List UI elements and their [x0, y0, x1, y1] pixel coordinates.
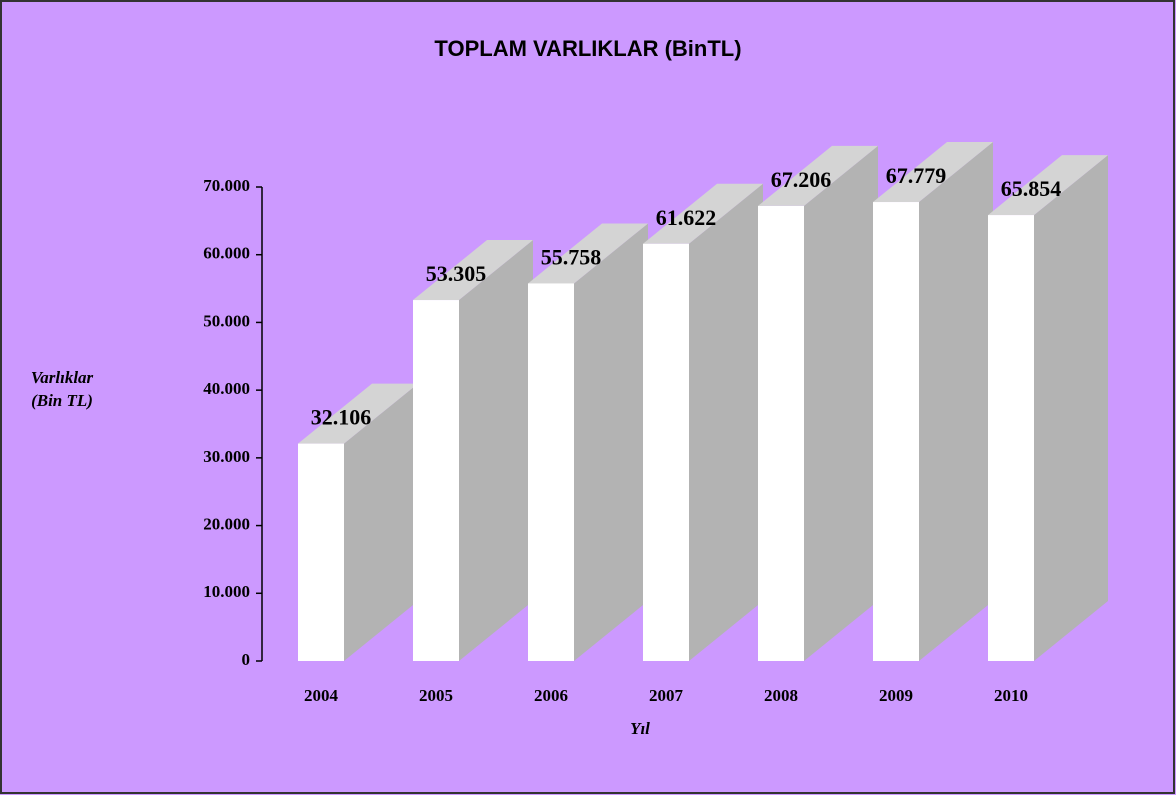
- bar-side: [459, 240, 533, 661]
- x-tick-label: 2009: [879, 686, 913, 705]
- bar-top: [528, 223, 648, 284]
- bar-side: [919, 142, 993, 662]
- bar-top: [643, 183, 763, 244]
- bar-top: [413, 240, 533, 301]
- x-tick-label: 2006: [534, 686, 568, 705]
- y-tick-label: 10.000: [203, 582, 250, 601]
- bar-top: [758, 145, 878, 206]
- chart-title: TOPLAM VARLIKLAR (BinTL): [434, 36, 741, 61]
- bar: [873, 202, 919, 661]
- x-axis-title: Yıl: [630, 719, 650, 738]
- x-tick-label: 2008: [764, 686, 798, 705]
- value-label: 65.854: [1001, 176, 1062, 201]
- x-tick-label: 2007: [649, 686, 684, 705]
- y-axis-title: Varlıklar (Bin TL): [30, 368, 94, 410]
- bar-side: [574, 223, 648, 661]
- value-label: 32.106: [311, 405, 372, 430]
- bar: [528, 283, 574, 661]
- bar-top: [988, 155, 1108, 216]
- y-tick-label: 20.000: [203, 514, 250, 533]
- bar-top: [873, 142, 993, 203]
- y-tick-label: 50.000: [203, 311, 250, 330]
- value-label: 61.622: [656, 205, 717, 230]
- bar-side: [689, 183, 763, 662]
- y-tick-label: 70.000: [203, 176, 250, 195]
- bar-side: [1034, 155, 1108, 661]
- bar: [758, 205, 804, 661]
- x-tick-label: 2004: [304, 686, 339, 705]
- bar-top: [298, 383, 418, 444]
- x-tick-label: 2005: [419, 686, 453, 705]
- y-tick-label: 30.000: [203, 447, 250, 466]
- y-tick-label: 0: [242, 650, 251, 669]
- bar-side: [344, 383, 418, 661]
- y-tick-label: 60.000: [203, 244, 250, 263]
- value-label: 67.779: [886, 163, 947, 188]
- value-label: 55.758: [541, 244, 602, 269]
- value-label: 53.305: [426, 261, 487, 286]
- y-tick-label: 40.000: [203, 379, 250, 398]
- bar: [298, 443, 344, 661]
- bar: [643, 243, 689, 662]
- bar: [988, 215, 1034, 661]
- bar: [413, 300, 459, 661]
- value-label: 67.206: [771, 167, 832, 192]
- bar-side: [804, 145, 878, 661]
- x-tick-label: 2010: [994, 686, 1028, 705]
